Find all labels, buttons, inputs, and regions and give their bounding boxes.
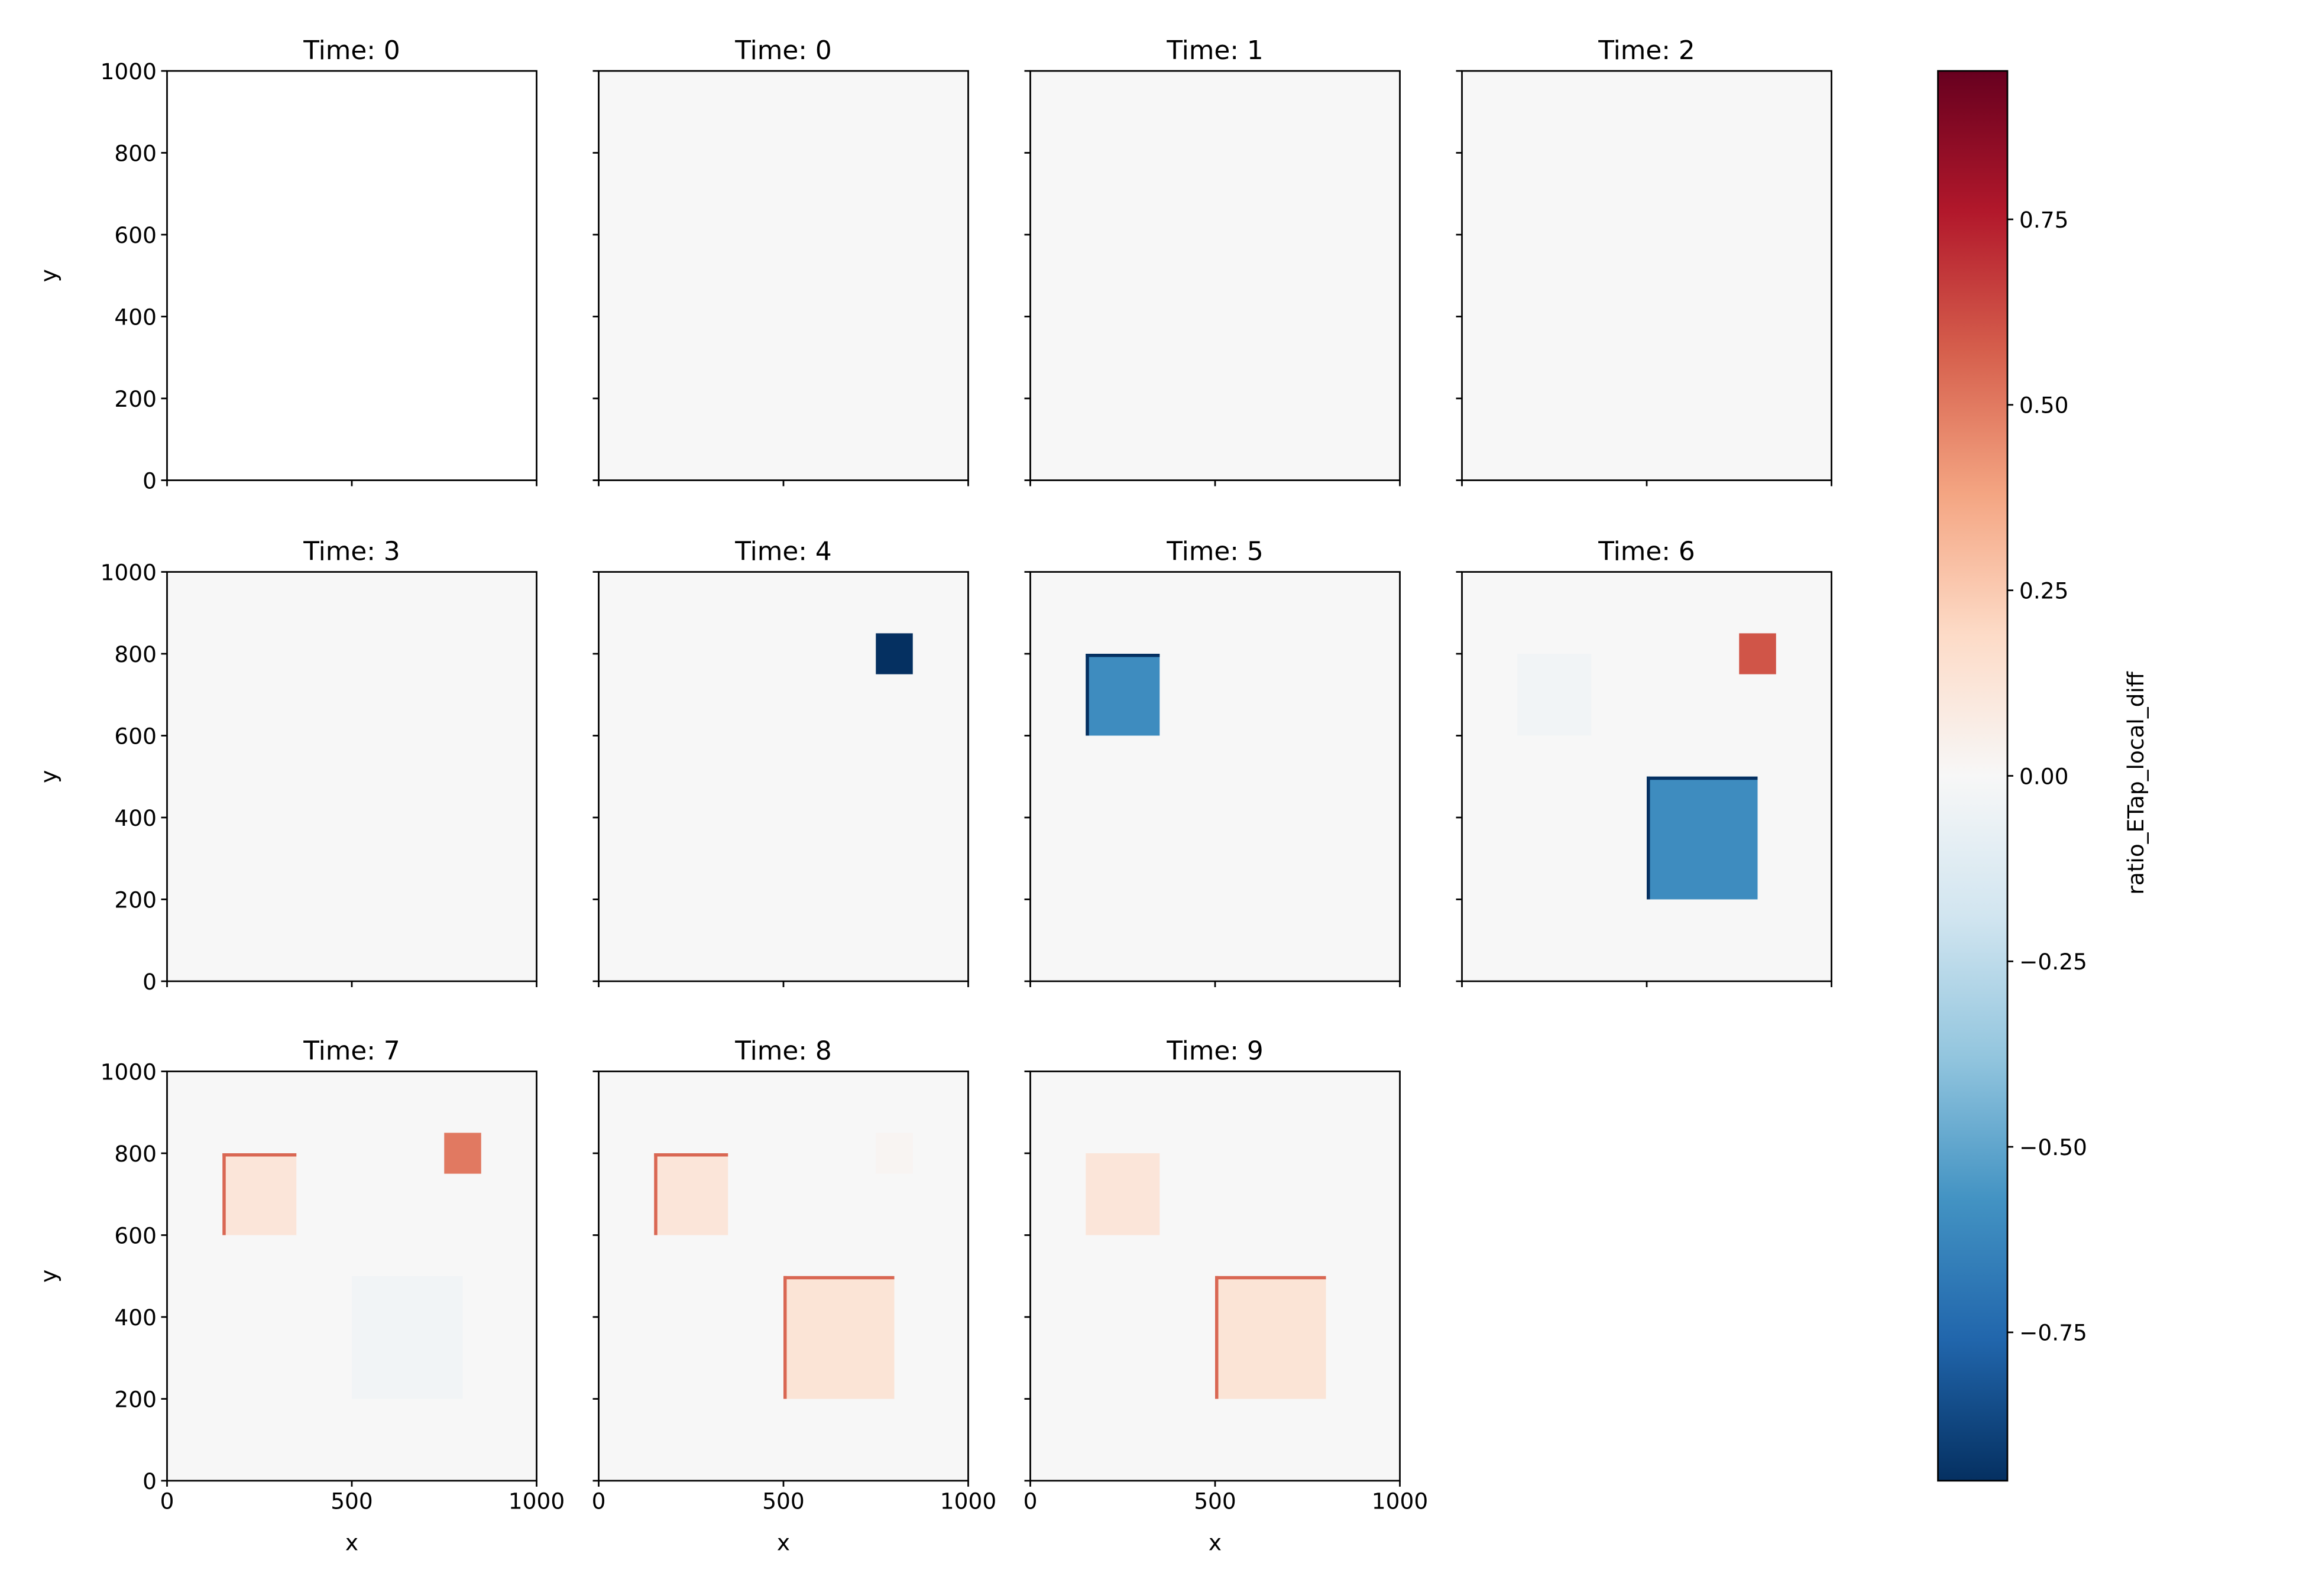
heatmap-region [876,1133,913,1174]
heatmap-region-edge [222,1153,226,1235]
colorbar-tick-label: 0.25 [2019,578,2069,604]
y-tick-label: 400 [114,1305,157,1331]
colorbar-tick-label: 0.75 [2019,207,2069,233]
subplot-title: Time: 9 [1166,1036,1264,1066]
colorbar-tick-label: 0.50 [2019,392,2069,419]
heatmap-region [1739,633,1776,674]
subplot-time-panel: Time: 4 [592,537,969,987]
heatmap-region-edge [1647,776,1650,900]
heatmap-region [352,1276,463,1399]
y-tick-label: 800 [114,140,157,166]
heatmap-region-edge [783,1276,787,1399]
subplot-time-panel: Time: 0 0 200 400 600 800 1000 y [35,35,537,494]
x-axis-label: x [777,1530,790,1556]
heatmap-background [1030,572,1400,981]
y-tick-label: 1000 [101,1059,157,1085]
colorbar-tick-label: 0.00 [2019,763,2069,789]
x-tick-label: 0 [160,1488,174,1514]
heatmap-region-edge [1086,654,1089,736]
y-tick-label: 1000 [101,559,157,585]
y-axis-label: y [35,1270,61,1283]
y-tick-label: 0 [142,969,157,995]
subplot-time-panel: Time: 3 0 200 400 600 800 1000 y [35,537,537,995]
colorbar-tick-label: −0.25 [2019,949,2087,975]
heatmap-region-edge [1647,776,1758,780]
subplot-title: Time: 3 [303,537,400,567]
heatmap-region-edge [654,1153,658,1235]
y-tick-label: 800 [114,641,157,667]
heatmap-region [444,1133,481,1174]
heatmap-region [1215,1276,1326,1399]
heatmap-region [1086,1153,1160,1235]
x-tick-label: 500 [762,1488,805,1514]
heatmap-region-edge [1215,1276,1219,1399]
colorbar-gradient [1938,71,2007,1481]
y-tick-label: 0 [142,468,157,494]
x-tick-label: 0 [592,1488,606,1514]
heatmap-region [876,633,913,674]
x-tick-label: 1000 [509,1488,565,1514]
heatmap-region-edge [654,1153,728,1157]
subplot-time-panel: Time: 9 0 500 1000 x [1024,1036,1429,1556]
colorbar-tick-label: −0.50 [2019,1134,2087,1160]
heatmap-background [1030,71,1400,481]
subplot-title: Time: 5 [1166,537,1264,567]
y-tick-label: 800 [114,1141,157,1167]
subplot-time-panel: Time: 7 0 500 1000 x 0 200 400 600 800 1000 y [35,1036,565,1556]
x-tick-label: 1000 [940,1488,996,1514]
heatmap-region-edge [783,1276,895,1280]
y-tick-label: 400 [114,304,157,330]
y-tick-label: 200 [114,1386,157,1412]
subplot-title: Time: 0 [303,35,400,66]
subplot-time-panel: Time: 1 [1024,35,1401,486]
y-tick-label: 600 [114,222,157,248]
x-axis-label: x [345,1530,358,1556]
colorbar-tick-label: −0.75 [2019,1320,2087,1346]
heatmap-region-edge [1215,1276,1326,1280]
heatmap-background [167,572,537,981]
x-axis-label: x [1209,1530,1222,1556]
y-tick-label: 1000 [101,59,157,85]
heatmap-region [783,1276,895,1399]
heatmap-region [222,1153,297,1235]
subplot-time-panel: Time: 6 [1456,537,1832,987]
y-tick-label: 600 [114,1222,157,1248]
y-axis-label: y [35,269,61,282]
subplot-time-panel: Time: 5 [1024,537,1401,987]
heatmap-region [1086,654,1160,736]
x-tick-label: 500 [1194,1488,1236,1514]
x-tick-label: 500 [331,1488,373,1514]
x-tick-label: 1000 [1372,1488,1428,1514]
colorbar: −0.75 −0.50 −0.25 0.00 0.25 0.50 0.75 ratio_ETa… [1937,70,2149,1482]
colorbar-label: ratio_ETap_local_diff [2123,671,2149,894]
y-tick-label: 200 [114,887,157,913]
subplot-time-panel: Time: 0 [592,35,969,486]
subplot-title: Time: 4 [734,537,832,567]
subplot-time-panel: Time: 8 0 500 1000 x [592,1036,997,1556]
y-tick-label: 400 [114,805,157,831]
y-axis-label: y [35,770,61,783]
subplot-title: Time: 6 [1598,537,1695,567]
y-tick-label: 600 [114,723,157,749]
heatmap-region-edge [1086,654,1160,657]
subplot-title: Time: 8 [734,1036,832,1066]
heatmap-region [654,1153,728,1235]
heatmap-background [167,71,537,481]
subplot-time-panel: Time: 2 [1456,35,1832,486]
x-tick-label: 0 [1024,1488,1038,1514]
y-tick-label: 0 [142,1468,157,1494]
heatmap-region-edge [222,1153,297,1157]
heatmap-region [1647,776,1758,900]
y-tick-label: 200 [114,386,157,412]
subplot-title: Time: 7 [303,1036,400,1066]
heatmap-background [1462,71,1832,481]
subplot-title: Time: 0 [734,35,832,66]
heatmap-background [598,71,969,481]
subplot-title: Time: 1 [1166,35,1264,66]
heatmap-region [1517,654,1592,736]
subplot-grid: Time: 0 0 200 400 600 800 1000 y Time: 0 Time: 1 T… [35,35,1832,1556]
subplot-title: Time: 2 [1598,35,1695,66]
